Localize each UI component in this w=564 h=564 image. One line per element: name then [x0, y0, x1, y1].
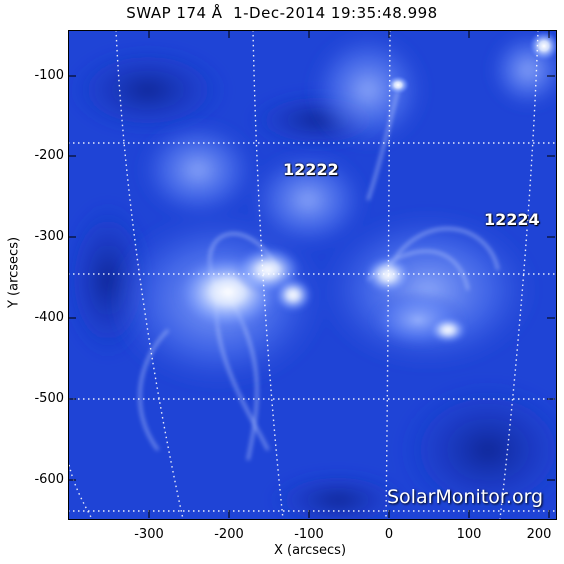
- x-tick-label: -300: [134, 527, 164, 542]
- y-tick-label: -200: [34, 148, 64, 163]
- y-tick-label: -500: [34, 391, 64, 406]
- solar-image: [68, 30, 556, 519]
- x-tick-label: -200: [214, 527, 244, 542]
- active-region-label-12224: 12224: [484, 210, 540, 229]
- x-tick-label: 100: [456, 527, 482, 542]
- watermark: SolarMonitor.org: [387, 486, 544, 508]
- y-tick-label: -600: [34, 472, 64, 487]
- y-tick-label: -300: [34, 229, 64, 244]
- x-axis-label: X (arcsecs): [273, 543, 347, 558]
- x-tick-label: -100: [294, 527, 324, 542]
- active-region-label-12222: 12222: [283, 160, 339, 179]
- euv-sun-image: [68, 30, 556, 519]
- x-tick-label: 200: [526, 527, 552, 542]
- image-title: SWAP 174 Å 1-Dec-2014 19:35:48.998: [126, 4, 438, 22]
- y-axis-label: Y (arcsecs): [6, 236, 22, 309]
- y-tick-label: -400: [34, 310, 64, 325]
- y-tick-label: -100: [34, 68, 64, 83]
- x-tick-label: 0: [384, 527, 394, 542]
